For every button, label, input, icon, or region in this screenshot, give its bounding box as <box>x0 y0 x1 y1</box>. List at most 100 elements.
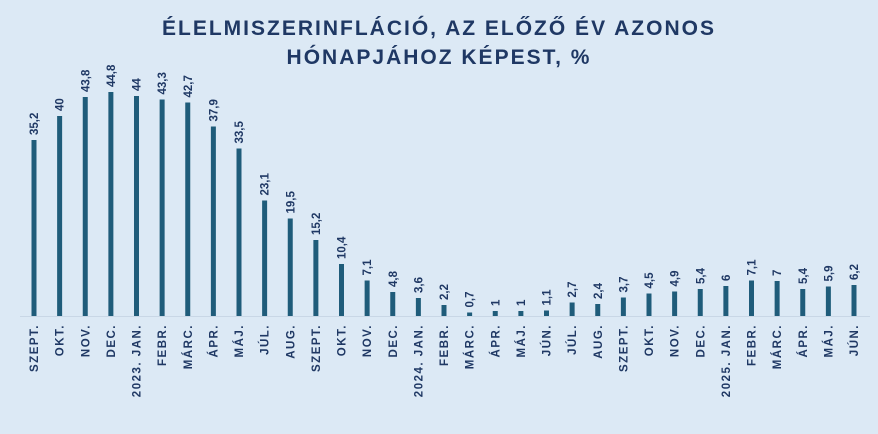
x-tick-label: DEC. <box>695 324 707 357</box>
x-tick-label: JÚN. <box>541 324 554 356</box>
data-label: 6,2 <box>849 264 861 280</box>
data-label: 2,4 <box>593 282 605 299</box>
bar <box>339 264 344 316</box>
chart-title-line-2: HÓNAPJÁHOZ KÉPEST, % <box>286 46 592 69</box>
bar <box>441 305 447 316</box>
x-tick-label: DEC. <box>388 324 400 357</box>
x-tick-label: OKT. <box>644 324 656 356</box>
data-label: 40 <box>55 98 67 111</box>
x-tick-label: FEBR. <box>747 324 759 366</box>
bar <box>390 292 396 316</box>
data-label: 44 <box>132 78 144 91</box>
x-tick-label: MÁJ. <box>822 324 835 357</box>
data-label: 7 <box>772 270 784 276</box>
data-label: 4,5 <box>644 272 656 289</box>
data-label: 2,7 <box>567 282 579 298</box>
x-tick-label: 2023. JAN. <box>132 324 144 397</box>
bar <box>57 116 63 316</box>
bar <box>185 102 191 316</box>
x-tick-label: MÁJ. <box>515 324 528 357</box>
data-label: 7,1 <box>747 259 759 276</box>
x-tick-label: 2025. JAN. <box>721 324 733 397</box>
data-label: 33,5 <box>234 121 246 144</box>
bar <box>749 280 754 316</box>
data-label: 5,9 <box>823 266 835 282</box>
bar <box>800 289 806 316</box>
data-label: 19,5 <box>285 191 297 214</box>
data-label: 0,7 <box>465 292 477 308</box>
data-label: 1,1 <box>542 289 554 306</box>
data-label: 3,6 <box>413 277 425 293</box>
x-tick-label: DEC. <box>106 324 118 357</box>
x-tick-label: MÁRC. <box>464 324 477 369</box>
x-tick-label: ÁPR. <box>797 324 810 357</box>
bar <box>82 97 88 316</box>
x-tick-label: SZEPT. <box>29 324 41 372</box>
data-label: 7,1 <box>362 259 374 276</box>
x-tick-label: NOV. <box>362 324 374 357</box>
data-label: 44,8 <box>106 64 118 87</box>
bar <box>697 289 703 316</box>
bar <box>569 302 575 316</box>
x-tick-label: AUG. <box>593 324 605 359</box>
x-tick-label: JÚL. <box>566 324 579 355</box>
data-label: 5,4 <box>798 267 810 284</box>
x-tick-label: SZEPT. <box>311 324 323 372</box>
data-label: 23,1 <box>260 173 272 196</box>
x-tick-label: MÁRC. <box>182 324 195 369</box>
bar <box>364 280 370 316</box>
x-tick-label: ÁPR. <box>207 324 220 357</box>
bar <box>774 281 780 316</box>
x-tick-label: MÁRC. <box>771 324 784 369</box>
bar <box>467 312 473 316</box>
data-label: 43,3 <box>157 72 169 94</box>
x-tick-label: JÚN. <box>848 324 861 356</box>
data-label: 1 <box>490 299 502 306</box>
data-label: 4,8 <box>388 270 400 287</box>
data-label: 3,7 <box>618 277 630 293</box>
bar <box>672 291 678 316</box>
x-tick-label: OKT. <box>55 324 67 356</box>
bar <box>31 140 37 316</box>
x-tick-label: 2024. JAN. <box>413 324 425 397</box>
x-tick-label: SZEPT. <box>618 324 630 372</box>
bar <box>646 293 652 316</box>
bar <box>595 304 601 316</box>
bar <box>415 298 421 316</box>
x-tick-label: MÁJ. <box>233 324 246 357</box>
bar <box>236 148 242 316</box>
bar <box>210 126 216 316</box>
bar <box>518 311 524 316</box>
bar <box>492 311 498 316</box>
data-label: 42,7 <box>183 75 195 97</box>
x-tick-label: FEBR. <box>157 324 169 366</box>
data-label: 6 <box>721 275 733 281</box>
bar <box>108 92 114 316</box>
x-tick-label: ÁPR. <box>489 324 502 357</box>
x-tick-label: OKT. <box>337 324 349 356</box>
chart-title-line-1: ÉLELMISZERINFLÁCIÓ, AZ ELŐZŐ ÉV AZONOS <box>162 17 716 40</box>
data-label: 1 <box>516 299 528 306</box>
x-tick-label: JÚL. <box>259 324 272 355</box>
data-label: 4,9 <box>670 271 682 287</box>
bar <box>313 240 319 316</box>
data-label: 37,9 <box>208 99 220 121</box>
data-label: 5,4 <box>695 267 707 284</box>
x-tick-label: FEBR. <box>439 324 451 366</box>
bar <box>825 286 831 316</box>
bar <box>544 310 549 316</box>
data-label: 2,2 <box>439 284 451 300</box>
data-label: 10,4 <box>337 236 349 259</box>
x-tick-label: AUG. <box>285 324 297 359</box>
bar <box>287 218 293 316</box>
bar <box>159 99 165 316</box>
bar <box>851 285 857 316</box>
bar <box>134 96 139 316</box>
x-tick-label: NOV. <box>80 324 92 357</box>
bar <box>262 200 268 316</box>
bar <box>723 286 729 316</box>
data-label: 35,2 <box>29 113 41 135</box>
chart-title: ÉLELMISZERINFLÁCIÓ, AZ ELŐZŐ ÉV AZONOS H… <box>0 14 878 72</box>
